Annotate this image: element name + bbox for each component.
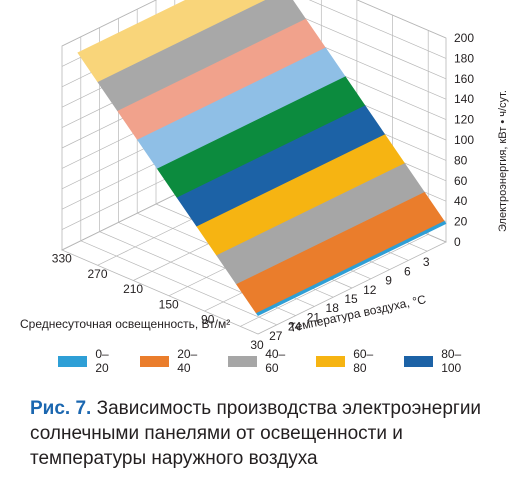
surface-chart: 0204060801001201401601802009015021027033… [20,0,509,352]
y-tick-label: 15 [344,292,358,306]
x-tick-label: 210 [123,282,143,296]
figure-caption: Рис. 7. Зависимость производства электро… [30,396,510,471]
x-tick-label: 270 [87,267,107,281]
legend-label: 0–20 [95,347,109,375]
z-tick-label: 200 [454,31,474,45]
x-axis-label: Среднесуточная освещенность, Вт/м² [20,317,230,331]
z-tick-label: 160 [454,72,474,86]
y-tick-label: 3 [423,255,430,269]
legend-label: 20–40 [177,347,198,375]
surface-plot [77,0,447,316]
z-tick-label: 140 [454,92,474,106]
x-tick-label: 330 [52,252,72,266]
z-tick-label: 20 [454,215,468,229]
y-tick-label: 30 [250,338,264,352]
legend-item: 80–100 [403,347,478,375]
z-tick-label: 80 [454,153,468,167]
y-gridline [80,36,277,326]
caption-label: Рис. 7. [30,398,92,419]
y-tick-label: 18 [326,301,340,315]
y-gridline [99,27,296,316]
x-gridline [240,30,429,327]
z-tick-label: 0 [454,235,461,249]
axis-ticks: 0204060801001201401601802009015021027033… [52,31,475,352]
legend-label: 40–60 [265,347,286,375]
surface-band [97,0,306,111]
legend-item: 40–60 [227,347,296,375]
x-tick-label: 150 [159,298,179,312]
surface-band [77,0,266,83]
z-tick-label: 100 [454,133,474,147]
legend-item: 20–40 [139,347,208,375]
y-tick-label: 21 [307,310,321,324]
y-tick-label: 12 [363,283,377,297]
legend-swatch [227,355,258,367]
legend-swatch [403,355,434,367]
y-tick-label: 9 [385,274,392,288]
y-tick-label: 24 [288,320,302,334]
legend-swatch [58,355,88,367]
legend-item: 60–80 [315,347,384,375]
z-gridline [61,0,447,47]
z-axis-label: Электроэнергия, кВт • ч/сут. [497,90,509,232]
legend-label: 60–80 [353,347,374,375]
caption-text: Зависимость производства электроэнергии … [30,398,482,469]
legend: 0–20 20–40 40–60 60–80 80–100 [58,347,498,375]
z-tick-label: 40 [454,194,468,208]
legend-label: 80–100 [441,347,462,375]
z-tick-label: 120 [454,113,474,127]
z-tick-label: 180 [454,51,474,65]
legend-swatch [315,355,346,367]
legend-item: 0–20 [58,347,120,375]
legend-swatch [139,355,170,367]
z-tick-label: 60 [454,174,468,188]
y-tick-label: 27 [269,329,283,343]
x-tick-label: 90 [201,313,215,327]
y-tick-label: 6 [404,264,411,278]
